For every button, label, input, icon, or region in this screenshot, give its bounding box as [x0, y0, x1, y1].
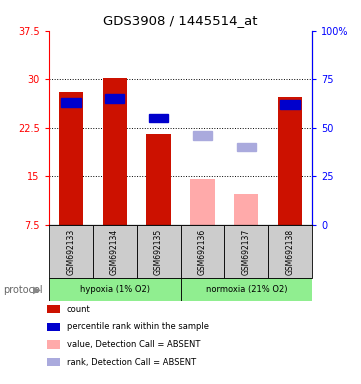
Bar — [278, 97, 303, 225]
Text: GSM692136: GSM692136 — [198, 228, 207, 275]
Bar — [58, 92, 83, 225]
Text: GSM692133: GSM692133 — [66, 228, 75, 275]
FancyBboxPatch shape — [49, 225, 93, 278]
Text: count: count — [67, 305, 91, 314]
Text: GSM692135: GSM692135 — [154, 228, 163, 275]
FancyBboxPatch shape — [136, 225, 180, 278]
Text: protocol: protocol — [4, 285, 43, 295]
Bar — [147, 134, 171, 225]
Bar — [103, 78, 127, 225]
FancyBboxPatch shape — [180, 278, 312, 301]
Text: rank, Detection Call = ABSENT: rank, Detection Call = ABSENT — [67, 358, 196, 367]
Bar — [149, 114, 169, 122]
Bar — [192, 131, 212, 140]
Bar — [190, 179, 214, 225]
FancyBboxPatch shape — [180, 225, 225, 278]
Text: hypoxia (1% O2): hypoxia (1% O2) — [80, 285, 149, 295]
Text: GSM692134: GSM692134 — [110, 228, 119, 275]
FancyBboxPatch shape — [225, 225, 268, 278]
Text: GSM692138: GSM692138 — [286, 228, 295, 275]
Bar — [105, 94, 125, 103]
FancyBboxPatch shape — [93, 225, 136, 278]
Bar — [234, 194, 258, 225]
Text: normoxia (21% O2): normoxia (21% O2) — [206, 285, 287, 295]
FancyBboxPatch shape — [268, 225, 312, 278]
Text: value, Detection Call = ABSENT: value, Detection Call = ABSENT — [67, 340, 200, 349]
Bar — [280, 100, 300, 109]
Text: GSM692137: GSM692137 — [242, 228, 251, 275]
Text: percentile rank within the sample: percentile rank within the sample — [67, 322, 209, 331]
Text: GDS3908 / 1445514_at: GDS3908 / 1445514_at — [103, 14, 258, 27]
FancyBboxPatch shape — [49, 278, 180, 301]
Bar — [236, 143, 256, 151]
Bar — [61, 98, 81, 107]
Text: ▶: ▶ — [33, 285, 41, 295]
